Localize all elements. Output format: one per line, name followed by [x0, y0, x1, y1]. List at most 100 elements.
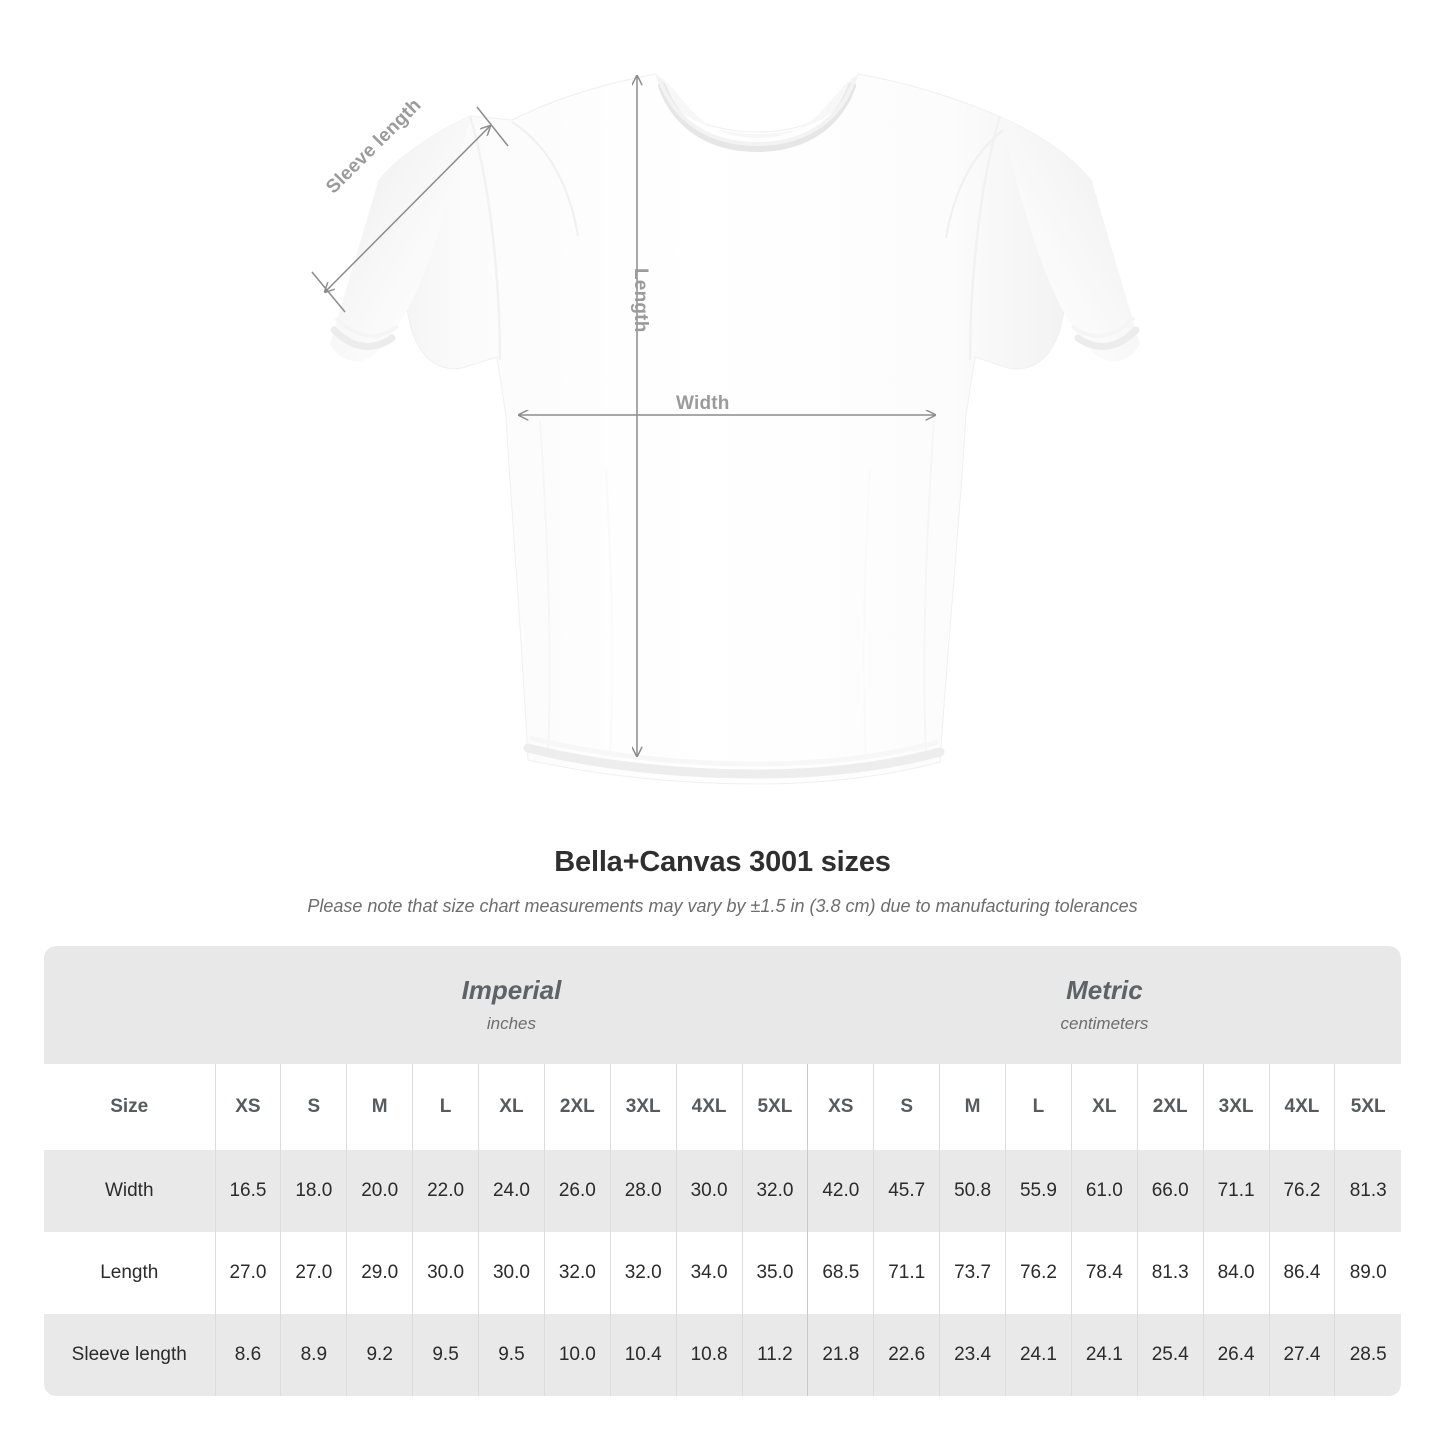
- unit-group-subtitle: inches: [486, 1013, 536, 1033]
- unit-group-name: Metric: [1066, 975, 1143, 1006]
- cell-length-xs-imperial: 27.0: [214, 1232, 281, 1314]
- size-column-header-xl-imperial: XL: [478, 1064, 545, 1150]
- unit-group-name: Imperial: [461, 975, 562, 1006]
- width-label: Width: [676, 393, 730, 414]
- cell-width-5xl-imperial: 32.0: [741, 1150, 808, 1232]
- measurement-arrows: [311, 76, 935, 756]
- cell-width-5xl-metric: 81.3: [1334, 1150, 1401, 1232]
- size-column-header: Size: [44, 1064, 215, 1150]
- cell-length-s-imperial: 27.0: [280, 1232, 347, 1314]
- size-column-header-s-imperial: S: [280, 1064, 347, 1150]
- row-label-length: Length: [44, 1232, 215, 1314]
- size-column-header-5xl-imperial: 5XL: [741, 1064, 808, 1150]
- shirt-body: [330, 73, 1140, 785]
- cell-width-l-metric: 55.9: [1005, 1150, 1072, 1232]
- cell-sleeve-length-5xl-metric: 28.5: [1334, 1314, 1401, 1396]
- cell-sleeve-length-2xl-metric: 25.4: [1136, 1314, 1204, 1396]
- size-chart-table: Imperial inches Metric centimeters Size XS S M L…: [44, 946, 1401, 1396]
- row-label-width: Width: [44, 1150, 215, 1232]
- row-label-sleeve-length: Sleeve length: [44, 1314, 215, 1396]
- unit-group-header-row: Imperial inches Metric centimeters: [44, 946, 1401, 1064]
- cell-width-3xl-metric: 71.1: [1202, 1150, 1269, 1232]
- cell-width-xs-imperial: 16.5: [214, 1150, 281, 1232]
- cell-length-5xl-metric: 89.0: [1334, 1232, 1401, 1314]
- cell-sleeve-length-l-imperial: 9.5: [412, 1314, 479, 1396]
- length-label: Length: [630, 268, 651, 333]
- cell-sleeve-length-2xl-imperial: 10.0: [543, 1314, 611, 1396]
- cell-length-5xl-imperial: 35.0: [741, 1232, 808, 1314]
- size-chart-heading: Bella+Canvas 3001 sizes Please note that…: [0, 846, 1445, 917]
- cell-sleeve-length-3xl-imperial: 10.4: [609, 1314, 677, 1396]
- cell-width-m-metric: 50.8: [939, 1150, 1006, 1232]
- cell-width-s-metric: 45.7: [873, 1150, 940, 1232]
- cell-sleeve-length-xl-imperial: 9.5: [478, 1314, 545, 1396]
- cell-length-s-metric: 71.1: [873, 1232, 940, 1314]
- cell-sleeve-length-xs-imperial: 8.6: [214, 1314, 281, 1396]
- cell-width-4xl-metric: 76.2: [1268, 1150, 1335, 1232]
- cell-sleeve-length-xl-metric: 24.1: [1070, 1314, 1138, 1396]
- cell-width-xl-metric: 61.0: [1070, 1150, 1138, 1232]
- cell-length-l-imperial: 30.0: [412, 1232, 479, 1314]
- cell-sleeve-length-xs-metric: 21.8: [807, 1314, 874, 1396]
- cell-length-m-metric: 73.7: [939, 1232, 1006, 1314]
- cell-length-4xl-imperial: 34.0: [675, 1232, 742, 1314]
- cell-length-3xl-metric: 84.0: [1202, 1232, 1269, 1314]
- cell-width-2xl-imperial: 26.0: [543, 1150, 611, 1232]
- size-column-header-m-imperial: M: [346, 1064, 413, 1150]
- cell-length-2xl-metric: 81.3: [1136, 1232, 1204, 1314]
- tshirt-measurement-diagram: Sleeve length Length Width: [311, 73, 1140, 785]
- unit-group-subtitle: centimeters: [1060, 1013, 1149, 1033]
- size-column-header-5xl-metric: 5XL: [1334, 1064, 1401, 1150]
- sleeve-tick-start: [311, 271, 346, 313]
- size-column-header-3xl-metric: 3XL: [1202, 1064, 1269, 1150]
- cell-sleeve-length-5xl-imperial: 11.2: [741, 1314, 808, 1396]
- cell-length-xs-metric: 68.5: [807, 1232, 874, 1314]
- size-column-header-xl-metric: XL: [1070, 1064, 1138, 1150]
- size-column-header-s-metric: S: [873, 1064, 940, 1150]
- cell-length-3xl-imperial: 32.0: [609, 1232, 677, 1314]
- sleeve-tick-end: [476, 106, 509, 147]
- table-row: Width 16.5 18.0 20.0 22.0 24.0 26.0 28.0 30.0 32.…: [44, 1150, 1401, 1232]
- cell-width-m-imperial: 20.0: [346, 1150, 413, 1232]
- table-row: Sleeve length 8.6 8.9 9.2 9.5 9.5 10.0 10.4 10.8…: [44, 1314, 1401, 1396]
- cell-width-2xl-metric: 66.0: [1136, 1150, 1204, 1232]
- size-header-row: Size XS S M L XL 2XL 3XL 4XL 5XL XS S M L XL 2XL 3XL 4XL 5…: [44, 1064, 1401, 1150]
- cell-width-s-imperial: 18.0: [280, 1150, 347, 1232]
- cell-sleeve-length-m-imperial: 9.2: [346, 1314, 413, 1396]
- cell-length-xl-metric: 78.4: [1070, 1232, 1138, 1314]
- size-column-header-l-metric: L: [1005, 1064, 1072, 1150]
- size-column-header-l-imperial: L: [412, 1064, 479, 1150]
- tshirt-illustration: [311, 73, 1140, 785]
- cell-sleeve-length-4xl-metric: 27.4: [1268, 1314, 1335, 1396]
- cell-width-xl-imperial: 24.0: [478, 1150, 545, 1232]
- cell-length-xl-imperial: 30.0: [478, 1232, 545, 1314]
- cell-length-l-metric: 76.2: [1005, 1232, 1072, 1314]
- tolerance-note: Please note that size chart measurements…: [307, 896, 1138, 916]
- size-column-header-2xl-metric: 2XL: [1136, 1064, 1204, 1150]
- cell-sleeve-length-m-metric: 23.4: [939, 1314, 1006, 1396]
- cell-width-xs-metric: 42.0: [807, 1150, 874, 1232]
- size-column-header-3xl-imperial: 3XL: [609, 1064, 677, 1150]
- page-title: Bella+Canvas 3001 sizes: [554, 846, 891, 878]
- sleeve-arrow: [325, 126, 490, 292]
- cell-sleeve-length-l-metric: 24.1: [1005, 1314, 1072, 1396]
- size-column-header-m-metric: M: [939, 1064, 1006, 1150]
- cell-sleeve-length-s-imperial: 8.9: [280, 1314, 347, 1396]
- size-column-header-4xl-metric: 4XL: [1268, 1064, 1335, 1150]
- cell-sleeve-length-3xl-metric: 26.4: [1202, 1314, 1269, 1396]
- size-column-header-4xl-imperial: 4XL: [675, 1064, 742, 1150]
- size-table-container: Imperial inches Metric centimeters Size XS S M L…: [44, 946, 1401, 1396]
- unit-group-metric: Metric centimeters: [807, 946, 1401, 1064]
- cell-length-4xl-metric: 86.4: [1268, 1232, 1335, 1314]
- table-row: Length 27.0 27.0 29.0 30.0 30.0 32.0 32.0 34.0 35…: [44, 1232, 1401, 1314]
- size-column-header-xs-imperial: XS: [214, 1064, 281, 1150]
- size-column-header-xs-metric: XS: [807, 1064, 874, 1150]
- cell-sleeve-length-4xl-imperial: 10.8: [675, 1314, 742, 1396]
- cell-length-m-imperial: 29.0: [346, 1232, 413, 1314]
- cell-sleeve-length-s-metric: 22.6: [873, 1314, 940, 1396]
- cell-width-3xl-imperial: 28.0: [609, 1150, 677, 1232]
- cell-length-2xl-imperial: 32.0: [543, 1232, 611, 1314]
- size-column-header-2xl-imperial: 2XL: [543, 1064, 611, 1150]
- unit-group-imperial: Imperial inches: [215, 946, 808, 1064]
- cell-width-l-imperial: 22.0: [412, 1150, 479, 1232]
